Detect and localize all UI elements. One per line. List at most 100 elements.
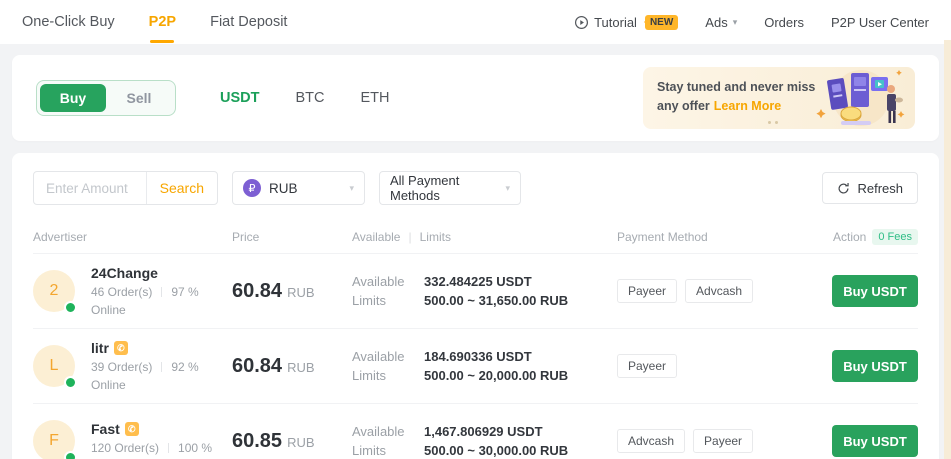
completion-rate: 92 %: [171, 360, 199, 374]
coin-tabs: USDT BTC ETH: [220, 90, 389, 106]
coin-tab-btc[interactable]: BTC: [295, 90, 325, 106]
stats-divider: [161, 287, 163, 297]
price-currency: RUB: [287, 359, 315, 375]
orders-label: Orders: [764, 14, 804, 30]
limits-label: Limits: [352, 367, 386, 383]
carousel-dots: [768, 121, 779, 124]
nav-tabs: One-Click Buy P2P Fiat Deposit: [22, 14, 288, 43]
nav-tab-p2p[interactable]: P2P: [148, 14, 177, 43]
orders-link[interactable]: Orders: [764, 15, 804, 30]
header-available-limits: Available | Limits: [352, 230, 617, 244]
ads-menu[interactable]: Ads ▾: [705, 15, 737, 30]
new-badge: NEW: [644, 14, 679, 30]
amount-search-group: Search: [33, 171, 218, 205]
price-cell: 60.85 RUB: [232, 430, 352, 453]
avatar-initial: L: [49, 357, 59, 374]
advertiser-name[interactable]: Fast ✆: [91, 421, 212, 437]
order-list-panel: Search ₽ RUB ▾ All Payment Methods ▾ Ref…: [12, 153, 939, 459]
advertiser-stats: 120 Order(s) 100 %: [91, 441, 212, 455]
amount-input[interactable]: [34, 180, 146, 196]
trade-panel: Buy Sell USDT BTC ETH Stay tuned and nev…: [12, 55, 939, 141]
advertiser-name[interactable]: 24Change: [91, 265, 158, 281]
nav-utility: Tutorial NEW Ads ▾ Orders P2P User Cente…: [574, 14, 929, 30]
order-count: 46 Order(s): [91, 285, 153, 299]
price-cell: 60.84 RUB: [232, 355, 352, 378]
table-row: L litr ✆ 39 Order(s) 92 % Online 60.84 RU…: [33, 328, 918, 403]
limits-value: 500.00 ~ 31,650.00 RUB: [424, 292, 569, 308]
order-count: 120 Order(s): [91, 441, 160, 455]
completion-rate: 97 %: [171, 285, 199, 299]
table-row: F Fast ✆ 120 Order(s) 100 % 60.85 RUB Ava…: [33, 403, 918, 459]
price-cell: 60.84 RUB: [232, 280, 352, 303]
available-label: Available: [352, 424, 405, 440]
buy-button[interactable]: Buy: [40, 84, 106, 112]
zero-fees-badge: 0 Fees: [872, 229, 918, 245]
currency-select[interactable]: ₽ RUB ▾: [232, 171, 365, 205]
nav-tab-one-click-buy[interactable]: One-Click Buy: [22, 14, 115, 30]
available-limits-cell: Available 184.690336 USDT Limits 500.00 ~ …: [352, 346, 617, 387]
avatar-initial: 2: [49, 282, 59, 299]
price-value: 60.85: [232, 429, 283, 452]
buy-sell-toggle: Buy Sell: [36, 80, 176, 116]
chevron-down-icon: ▾: [732, 16, 738, 27]
nav-tab-p2p-label: P2P: [148, 14, 177, 30]
refresh-button[interactable]: Refresh: [822, 172, 918, 204]
price-currency: RUB: [287, 434, 315, 450]
table-header: Advertiser Price Available | Limits Paymen…: [33, 221, 918, 253]
coin-tab-eth[interactable]: ETH: [360, 90, 390, 106]
online-status: Online: [91, 303, 126, 317]
ruble-currency-icon: ₽: [243, 179, 261, 197]
online-status-dot: [64, 451, 77, 459]
header-advertiser: Advertiser: [33, 230, 88, 244]
header-action-label: Action: [833, 230, 867, 244]
advertiser-stats: 46 Order(s) 97 %: [91, 285, 199, 299]
payment-methods-cell: Payeer Advcash: [617, 279, 828, 303]
search-button[interactable]: Search: [147, 180, 217, 196]
nav-tab-fiat-deposit[interactable]: Fiat Deposit: [210, 14, 288, 30]
tutorial-link[interactable]: Tutorial NEW: [574, 14, 679, 30]
avatar[interactable]: F: [33, 420, 77, 459]
payment-method-select[interactable]: All Payment Methods ▾: [379, 171, 521, 205]
table-row: 2 24Change 46 Order(s) 97 % Online 60.84…: [33, 253, 918, 328]
buy-usdt-button[interactable]: Buy USDT: [832, 350, 918, 382]
buy-usdt-button[interactable]: Buy USDT: [832, 275, 918, 307]
payment-method-tag: Payeer: [693, 429, 754, 453]
ads-label: Ads: [705, 14, 728, 30]
price-value: 60.84: [232, 354, 283, 377]
payment-method-tag: Advcash: [617, 429, 686, 453]
limits-value: 500.00 ~ 20,000.00 RUB: [424, 367, 569, 383]
play-circle-icon: [575, 15, 589, 29]
merchant-badge-icon: ✆: [124, 422, 139, 436]
banner-text: Stay tuned and never miss any offer Learn…: [657, 78, 827, 117]
header-limits: Limits: [419, 230, 451, 244]
learn-more-link[interactable]: Learn More: [713, 99, 782, 114]
header-available: Available: [352, 230, 401, 244]
avatar[interactable]: 2: [33, 270, 77, 314]
limits-value: 500.00 ~ 30,000.00 RUB: [424, 442, 569, 458]
payment-method-tag: Advcash: [685, 279, 754, 303]
sell-button[interactable]: Sell: [126, 90, 152, 106]
coin-tab-usdt[interactable]: USDT: [220, 90, 260, 106]
avatar[interactable]: L: [33, 345, 77, 389]
online-status: Online: [91, 378, 126, 392]
chevron-down-icon: ▾: [505, 182, 510, 193]
refresh-icon: [838, 182, 850, 194]
advertiser-name[interactable]: litr ✆: [91, 340, 199, 356]
payment-method-tag: Payeer: [617, 354, 678, 378]
payment-method-value: All Payment Methods: [390, 173, 460, 203]
banner-illustration: [816, 70, 905, 126]
currency-value: RUB: [269, 180, 298, 196]
banner-message: Stay tuned and never miss any offer: [657, 80, 816, 114]
buy-usdt-button[interactable]: Buy USDT: [832, 425, 918, 457]
header-price: Price: [232, 230, 260, 244]
tutorial-label: Tutorial: [594, 14, 637, 30]
payment-methods-cell: Advcash Payeer: [617, 429, 828, 453]
refresh-label: Refresh: [857, 180, 903, 196]
header-action: Action 0 Fees: [828, 229, 918, 245]
chevron-down-icon: ▾: [349, 182, 354, 193]
p2p-user-center-link[interactable]: P2P User Center: [831, 15, 929, 30]
user-center-label: P2P User Center: [830, 14, 929, 30]
online-status-dot: [64, 376, 77, 389]
order-count: 39 Order(s): [91, 360, 153, 374]
available-value: 332.484225 USDT: [424, 274, 532, 290]
